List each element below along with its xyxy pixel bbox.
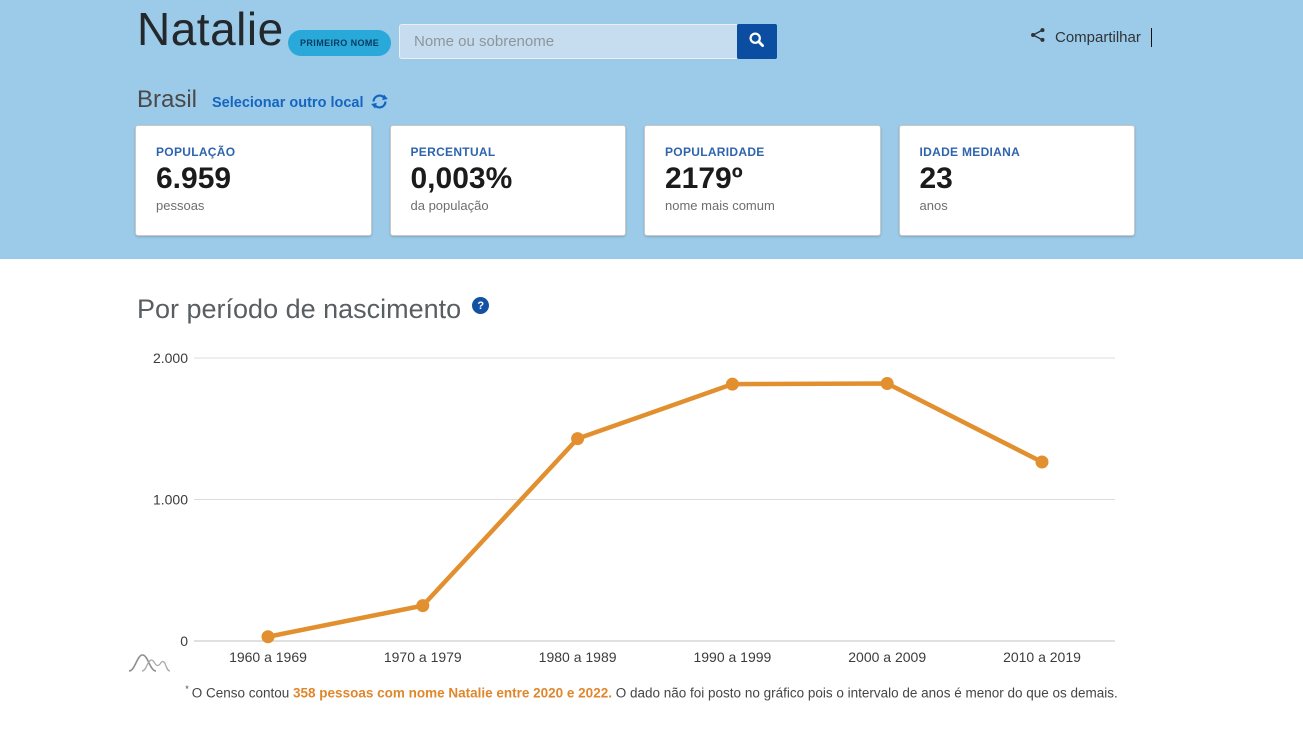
magnifier-icon	[747, 30, 767, 53]
stat-sub: anos	[919, 198, 948, 213]
name-type-badge: PRIMEIRO NOME	[288, 30, 392, 56]
data-point	[725, 377, 739, 391]
census-footnote: * O Censo contou 358 pessoas com nome Nat…	[0, 684, 1303, 701]
y-axis-tick-label: 0	[180, 633, 188, 649]
question-mark-icon[interactable]: ?	[472, 297, 490, 314]
refresh-icon	[370, 93, 388, 114]
y-axis-tick-label: 1.000	[153, 492, 188, 508]
change-location-link[interactable]: Selecionar outro local	[212, 93, 388, 114]
chart-title-row: Por período de nascimento ?	[137, 294, 490, 325]
stat-sub: nome mais comum	[665, 198, 775, 213]
stat-sub: pessoas	[156, 198, 205, 213]
stat-label: IDADE MEDIANA	[919, 145, 1021, 159]
search-box	[399, 24, 777, 59]
footnote-highlight: 358 pessoas com nome Natalie entre 2020 …	[293, 685, 612, 701]
stat-label: POPULARIDADE	[665, 145, 765, 159]
share-label: Compartilhar	[1055, 28, 1141, 46]
x-axis-category-label: 1960 a 1969	[229, 649, 307, 665]
search-button[interactable]	[737, 24, 777, 59]
stat-value: 23	[919, 162, 953, 195]
search-input[interactable]	[399, 24, 737, 59]
data-point	[416, 599, 430, 613]
hero-banner: Natalie PRIMEIRO NOME	[0, 0, 1303, 259]
stat-value: 0,003%	[410, 162, 513, 195]
footnote-asterisk: *	[185, 684, 189, 694]
birth-period-line-chart: 0 1.000 2.000 1960 a 1969 1970 a 1979 1980 a …	[153, 350, 1115, 665]
stat-value: 6.959	[156, 162, 232, 195]
x-axis-category-label: 1980 a 1989	[539, 649, 617, 665]
x-axis-category-label: 2010 a 2019	[1003, 649, 1081, 665]
stat-sub: da população	[410, 198, 489, 213]
y-axis-tick-label: 2.000	[153, 350, 188, 366]
distribution-curve-icon	[127, 650, 172, 681]
data-point	[1035, 455, 1049, 469]
stat-label: PERCENTUAL	[410, 145, 496, 159]
location-row: Brasil Selecionar outro local	[137, 86, 388, 114]
x-axis-category-label: 2000 a 2009	[848, 649, 926, 665]
stat-card-popularidade: POPULARIDADE 2179º nome mais comum	[644, 125, 881, 236]
page-title: Natalie	[137, 3, 284, 55]
location-name: Brasil	[137, 86, 198, 113]
chart-title: Por período de nascimento	[137, 294, 462, 324]
x-axis-category-label: 1990 a 1999	[693, 649, 771, 665]
footnote-prefix: O Censo contou	[191, 685, 294, 701]
x-axis-category-label: 1970 a 1979	[384, 649, 462, 665]
data-point	[571, 432, 585, 446]
stat-cards: POPULAÇÃO 6.959 pessoas PERCENTUAL 0,003…	[135, 125, 1135, 236]
data-point	[880, 376, 894, 390]
stat-value: 2179º	[665, 162, 743, 195]
stat-card-populacao: POPULAÇÃO 6.959 pessoas	[135, 125, 372, 236]
stat-card-idade-mediana: IDADE MEDIANA 23 anos	[898, 125, 1135, 236]
share-icon	[1030, 27, 1046, 47]
stat-card-percentual: PERCENTUAL 0,003% da população	[389, 125, 626, 236]
text-cursor	[1150, 27, 1152, 47]
footnote-suffix: O dado não foi posto no gráfico pois o i…	[611, 685, 1118, 701]
data-line	[265, 381, 1045, 640]
data-point	[261, 630, 275, 644]
change-location-label: Selecionar outro local	[212, 95, 364, 111]
share-button[interactable]: Compartilhar	[1030, 27, 1152, 47]
stat-label: POPULAÇÃO	[156, 145, 236, 159]
